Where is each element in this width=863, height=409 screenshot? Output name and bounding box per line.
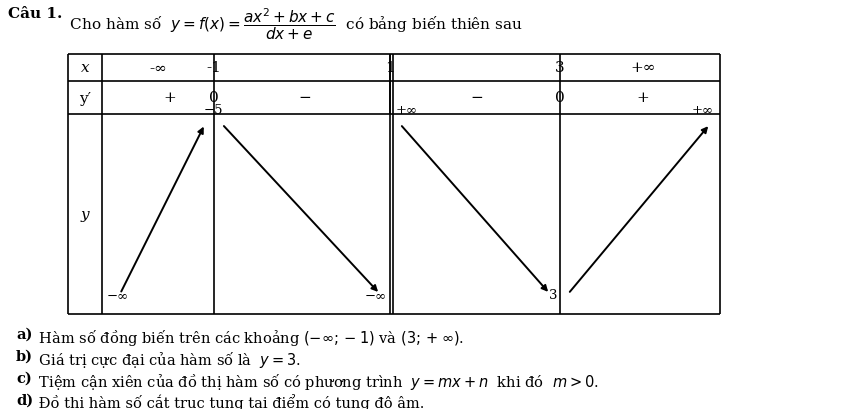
Text: Hàm số đồng biến trên các khoảng $(-\infty;-1)$ và $(3;+\infty)$.: Hàm số đồng biến trên các khoảng $(-\inf…: [34, 327, 464, 347]
Text: Đồ thị hàm số cắt trục tung tại điểm có tung độ âm.: Đồ thị hàm số cắt trục tung tại điểm có …: [34, 393, 425, 409]
Text: +∞: +∞: [692, 104, 714, 117]
Text: −∞: −∞: [365, 288, 387, 301]
Text: +∞: +∞: [630, 61, 656, 75]
Text: -∞: -∞: [149, 61, 167, 75]
Text: y: y: [80, 207, 89, 221]
Text: +: +: [637, 91, 649, 105]
Text: 0: 0: [555, 91, 565, 105]
Text: −∞: −∞: [107, 288, 129, 301]
Text: -1: -1: [206, 61, 222, 75]
Text: 1: 1: [385, 61, 395, 75]
Text: −5: −5: [204, 104, 223, 117]
Text: x: x: [80, 61, 89, 75]
Text: +: +: [164, 91, 176, 105]
Text: Tiệm cận xiên của đồ thị hàm số có phương trình  $y=mx+n$  khi đó  $m>0$.: Tiệm cận xiên của đồ thị hàm số có phươn…: [34, 371, 599, 391]
Text: c): c): [16, 371, 32, 385]
Text: y′: y′: [79, 91, 91, 105]
Text: Cho hàm số  $y = f(x) = \dfrac{ax^2+bx+c}{dx+e}$  có bảng biến thiên sau: Cho hàm số $y = f(x) = \dfrac{ax^2+bx+c}…: [60, 7, 523, 43]
Text: 3: 3: [555, 61, 564, 75]
Text: Câu 1.: Câu 1.: [8, 7, 62, 21]
Text: Giá trị cực đại của hàm số là  $y=3$.: Giá trị cực đại của hàm số là $y=3$.: [34, 349, 301, 369]
Text: 0: 0: [209, 91, 219, 105]
Text: b): b): [16, 349, 33, 363]
Text: a): a): [16, 327, 33, 341]
Text: 3: 3: [549, 288, 557, 301]
Text: d): d): [16, 393, 33, 407]
Text: +∞: +∞: [396, 104, 418, 117]
Text: −: −: [470, 91, 483, 105]
Text: −: −: [299, 91, 312, 105]
